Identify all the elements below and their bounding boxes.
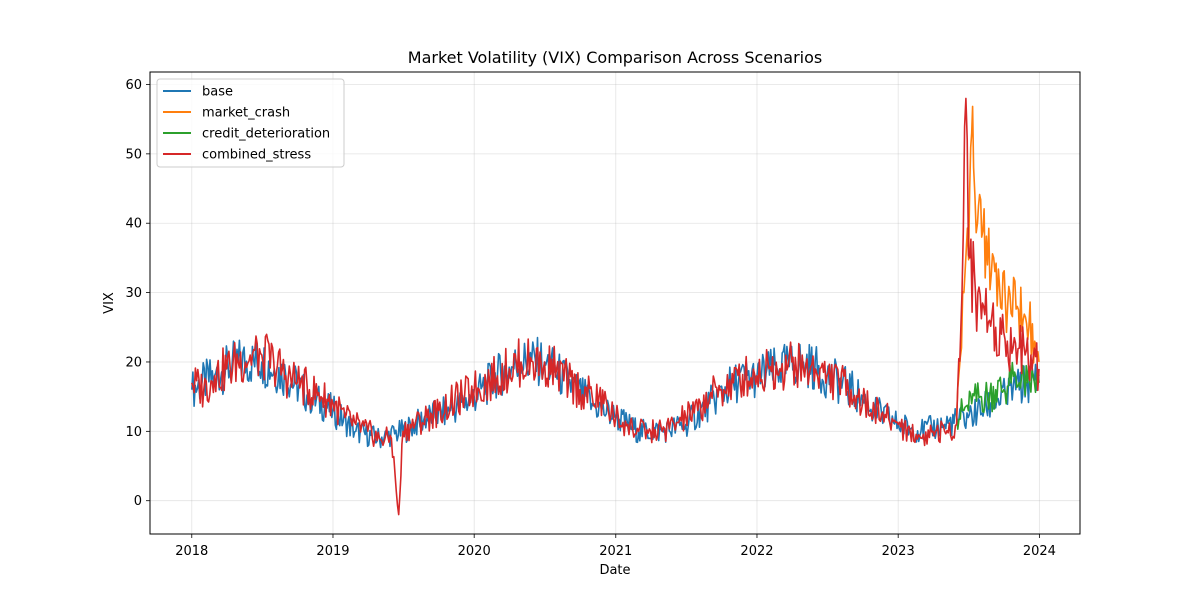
y-tick-label: 50 [125,147,142,162]
y-axis: 0 10 20 30 40 50 60 [125,78,150,509]
x-tick-label: 2024 [1023,544,1056,559]
legend-label: combined_stress [202,148,311,163]
y-tick-label: 10 [125,425,142,440]
y-tick-label: 0 [134,494,142,509]
x-axis: 2018 2019 2020 2021 2022 2023 2024 [175,534,1056,559]
series-line-market-crash [955,105,1040,418]
plot-frame [149,71,1081,535]
grid [150,72,1080,534]
y-tick-label: 40 [125,217,142,232]
legend-label: credit_deterioration [202,127,330,142]
x-tick-label: 2020 [458,544,491,559]
chart-title: Market Volatility (VIX) Comparison Acros… [408,48,822,67]
y-tick-label: 30 [125,286,142,301]
legend: base market_crash credit_deteriorationcomb… [156,78,345,168]
x-tick-label: 2019 [316,544,349,559]
y-tick-label: 60 [125,78,142,93]
x-tick-label: 2023 [882,544,915,559]
y-tick-label: 20 [125,355,142,370]
x-axis-label: Date [599,563,630,578]
x-tick-label: 2018 [175,544,208,559]
legend-box [156,78,345,168]
legend-label: base [202,85,233,100]
series-line-combined-stress [191,97,1040,516]
legend-label: market_crash [202,106,290,121]
series-line-credit-deterioration [955,361,1040,430]
x-tick-label: 2022 [740,544,773,559]
y-axis-label: VIX [102,292,117,314]
x-tick-label: 2021 [599,544,632,559]
series-layer [191,97,1040,516]
